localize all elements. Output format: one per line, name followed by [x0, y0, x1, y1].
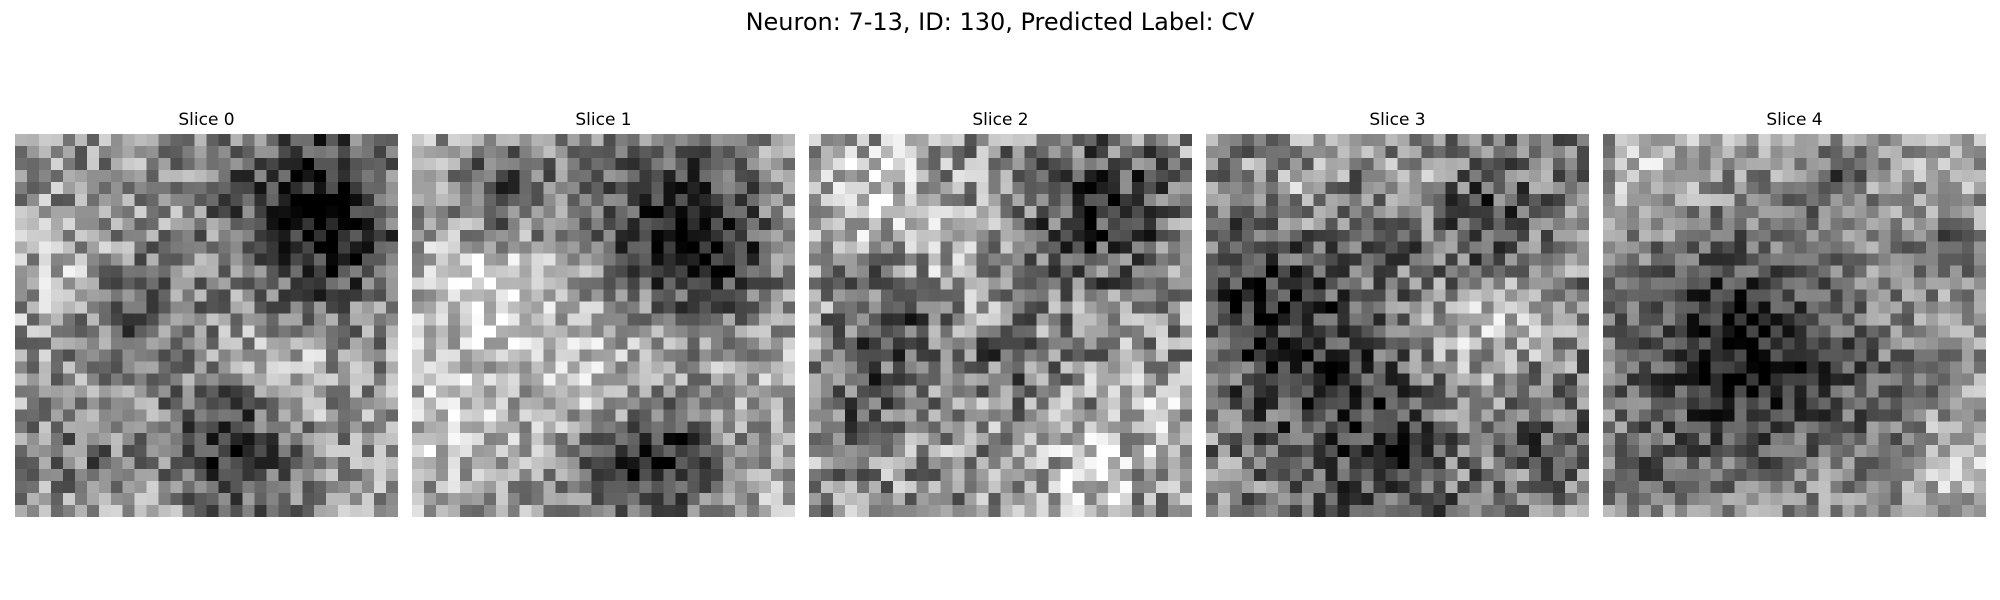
slice-image-0	[15, 134, 398, 517]
slice-image-1	[412, 134, 795, 517]
slice-image-4	[1603, 134, 1986, 517]
slice-title-0: Slice 0	[178, 110, 235, 130]
slice-title-1: Slice 1	[575, 110, 632, 130]
slice-title-2: Slice 2	[972, 110, 1029, 130]
slice-panel-0: Slice 0	[15, 108, 398, 517]
slice-image-2	[809, 134, 1192, 517]
slice-panel-4: Slice 4	[1603, 108, 1986, 517]
slice-panel-3: Slice 3	[1206, 108, 1589, 517]
figure-title: Neuron: 7-13, ID: 130, Predicted Label: …	[745, 8, 1255, 36]
slice-image-3	[1206, 134, 1589, 517]
slice-title-3: Slice 3	[1369, 110, 1426, 130]
slice-panel-2: Slice 2	[809, 108, 1192, 517]
slice-panel-1: Slice 1	[412, 108, 795, 517]
slice-title-4: Slice 4	[1766, 110, 1823, 130]
